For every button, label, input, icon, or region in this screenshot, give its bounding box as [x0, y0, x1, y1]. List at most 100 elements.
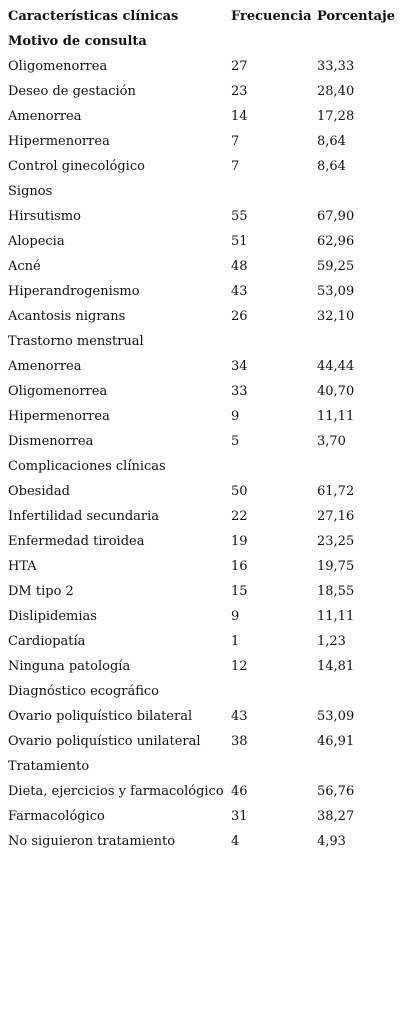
- row-label: Cardiopatía: [8, 634, 86, 649]
- row-percentage: 46,91: [317, 734, 355, 749]
- table-row: Dislipidemias 9 11,11: [8, 604, 398, 629]
- section-title: Signos: [8, 184, 53, 199]
- table-row: Amenorrea 14 17,28: [8, 104, 398, 129]
- table-row: Alopecia 51 62,96: [8, 229, 398, 254]
- row-percentage: 19,75: [317, 559, 355, 574]
- row-label: Farmacológico: [8, 809, 105, 824]
- row-label: Dismenorrea: [8, 434, 94, 449]
- row-label: Ovario poliquístico bilateral: [8, 709, 193, 724]
- row-label: Dieta, ejercicios y farmacológico: [8, 784, 224, 799]
- row-label: No siguieron tratamiento: [8, 834, 176, 849]
- table-row: HTA 16 19,75: [8, 554, 398, 579]
- row-frequency: 22: [231, 509, 248, 524]
- row-percentage: 59,25: [317, 259, 355, 274]
- header-frequency: Frecuencia: [231, 9, 312, 24]
- row-percentage: 53,09: [317, 709, 355, 724]
- row-percentage: 1,23: [317, 634, 346, 649]
- row-percentage: 44,44: [317, 359, 355, 374]
- section-title-complicaciones-clinicas: Complicaciones clínicas: [8, 454, 398, 479]
- section-title: Motivo de consulta: [8, 34, 147, 49]
- row-label: Hipermenorrea: [8, 409, 110, 424]
- row-frequency: 15: [231, 584, 248, 599]
- row-percentage: 14,81: [317, 659, 355, 674]
- table-row: Hipermenorrea 7 8,64: [8, 129, 398, 154]
- header-characteristics: Características clínicas: [8, 9, 179, 24]
- row-label: Oligomenorrea: [8, 59, 108, 74]
- row-percentage: 67,90: [317, 209, 355, 224]
- row-frequency: 31: [231, 809, 248, 824]
- row-label: Hiperandrogenismo: [8, 284, 140, 299]
- table-row: Hiperandrogenismo 43 53,09: [8, 279, 398, 304]
- row-label: DM tipo 2: [8, 584, 74, 599]
- table-row: Ovario poliquístico bilateral 43 53,09: [8, 704, 398, 729]
- row-label: Acantosis nigrans: [8, 309, 126, 324]
- row-frequency: 33: [231, 384, 248, 399]
- row-label: Dislipidemias: [8, 609, 97, 624]
- table-row: Enfermedad tiroidea 19 23,25: [8, 529, 398, 554]
- section-title-tratamiento: Tratamiento: [8, 754, 398, 779]
- row-percentage: 3,70: [317, 434, 346, 449]
- row-frequency: 51: [231, 234, 248, 249]
- row-percentage: 4,93: [317, 834, 346, 849]
- table-row: Deseo de gestación 23 28,40: [8, 79, 398, 104]
- table-row: Hipermenorrea 9 11,11: [8, 404, 398, 429]
- row-percentage: 8,64: [317, 159, 346, 174]
- row-frequency: 26: [231, 309, 248, 324]
- row-label: Ninguna patología: [8, 659, 131, 674]
- section-title-trastorno-menstrual: Trastorno menstrual: [8, 329, 398, 354]
- row-label: Infertilidad secundaria: [8, 509, 160, 524]
- row-percentage: 18,55: [317, 584, 355, 599]
- table-row: Hirsutismo 55 67,90: [8, 204, 398, 229]
- row-frequency: 5: [231, 434, 240, 449]
- row-frequency: 46: [231, 784, 248, 799]
- section-title: Tratamiento: [8, 759, 90, 774]
- row-frequency: 1: [231, 634, 240, 649]
- table-row: Amenorrea 34 44,44: [8, 354, 398, 379]
- row-label: Enfermedad tiroidea: [8, 534, 145, 549]
- row-label: Ovario poliquístico unilateral: [8, 734, 201, 749]
- row-frequency: 50: [231, 484, 248, 499]
- row-frequency: 12: [231, 659, 248, 674]
- row-frequency: 34: [231, 359, 248, 374]
- row-label: Alopecia: [8, 234, 65, 249]
- row-label: Acné: [8, 259, 41, 274]
- table-row: DM tipo 2 15 18,55: [8, 579, 398, 604]
- row-percentage: 23,25: [317, 534, 355, 549]
- section-title-motivo-de-consulta: Motivo de consulta: [8, 29, 398, 54]
- row-percentage: 28,40: [317, 84, 355, 99]
- row-percentage: 32,10: [317, 309, 355, 324]
- header-percentage: Porcentaje: [317, 9, 395, 24]
- row-frequency: 7: [231, 134, 240, 149]
- row-frequency: 43: [231, 709, 248, 724]
- table-row: Acné 48 59,25: [8, 254, 398, 279]
- row-frequency: 48: [231, 259, 248, 274]
- table-row: Dieta, ejercicios y farmacológico 46 56,…: [8, 779, 398, 804]
- row-percentage: 40,70: [317, 384, 355, 399]
- table-row: Acantosis nigrans 26 32,10: [8, 304, 398, 329]
- row-frequency: 19: [231, 534, 248, 549]
- row-frequency: 4: [231, 834, 240, 849]
- clinical-characteristics-table: Características clínicas Frecuencia Porc…: [8, 4, 398, 854]
- row-percentage: 62,96: [317, 234, 355, 249]
- row-label: Hirsutismo: [8, 209, 81, 224]
- table-row: Infertilidad secundaria 22 27,16: [8, 504, 398, 529]
- row-percentage: 27,16: [317, 509, 355, 524]
- row-percentage: 38,27: [317, 809, 355, 824]
- table-row: Oligomenorrea 27 33,33: [8, 54, 398, 79]
- section-title-diagnostico-ecografico: Diagnóstico ecográfico: [8, 679, 398, 704]
- row-percentage: 56,76: [317, 784, 355, 799]
- row-frequency: 16: [231, 559, 248, 574]
- table-row: Ovario poliquístico unilateral 38 46,91: [8, 729, 398, 754]
- table-row: Control ginecológico 7 8,64: [8, 154, 398, 179]
- table-row: Farmacológico 31 38,27: [8, 804, 398, 829]
- row-percentage: 17,28: [317, 109, 355, 124]
- row-frequency: 14: [231, 109, 248, 124]
- row-percentage: 8,64: [317, 134, 346, 149]
- table-row: Dismenorrea 5 3,70: [8, 429, 398, 454]
- table-row: Obesidad 50 61,72: [8, 479, 398, 504]
- table-row: Cardiopatía 1 1,23: [8, 629, 398, 654]
- row-label: Oligomenorrea: [8, 384, 108, 399]
- row-frequency: 27: [231, 59, 248, 74]
- section-title: Diagnóstico ecográfico: [8, 684, 160, 699]
- row-percentage: 53,09: [317, 284, 355, 299]
